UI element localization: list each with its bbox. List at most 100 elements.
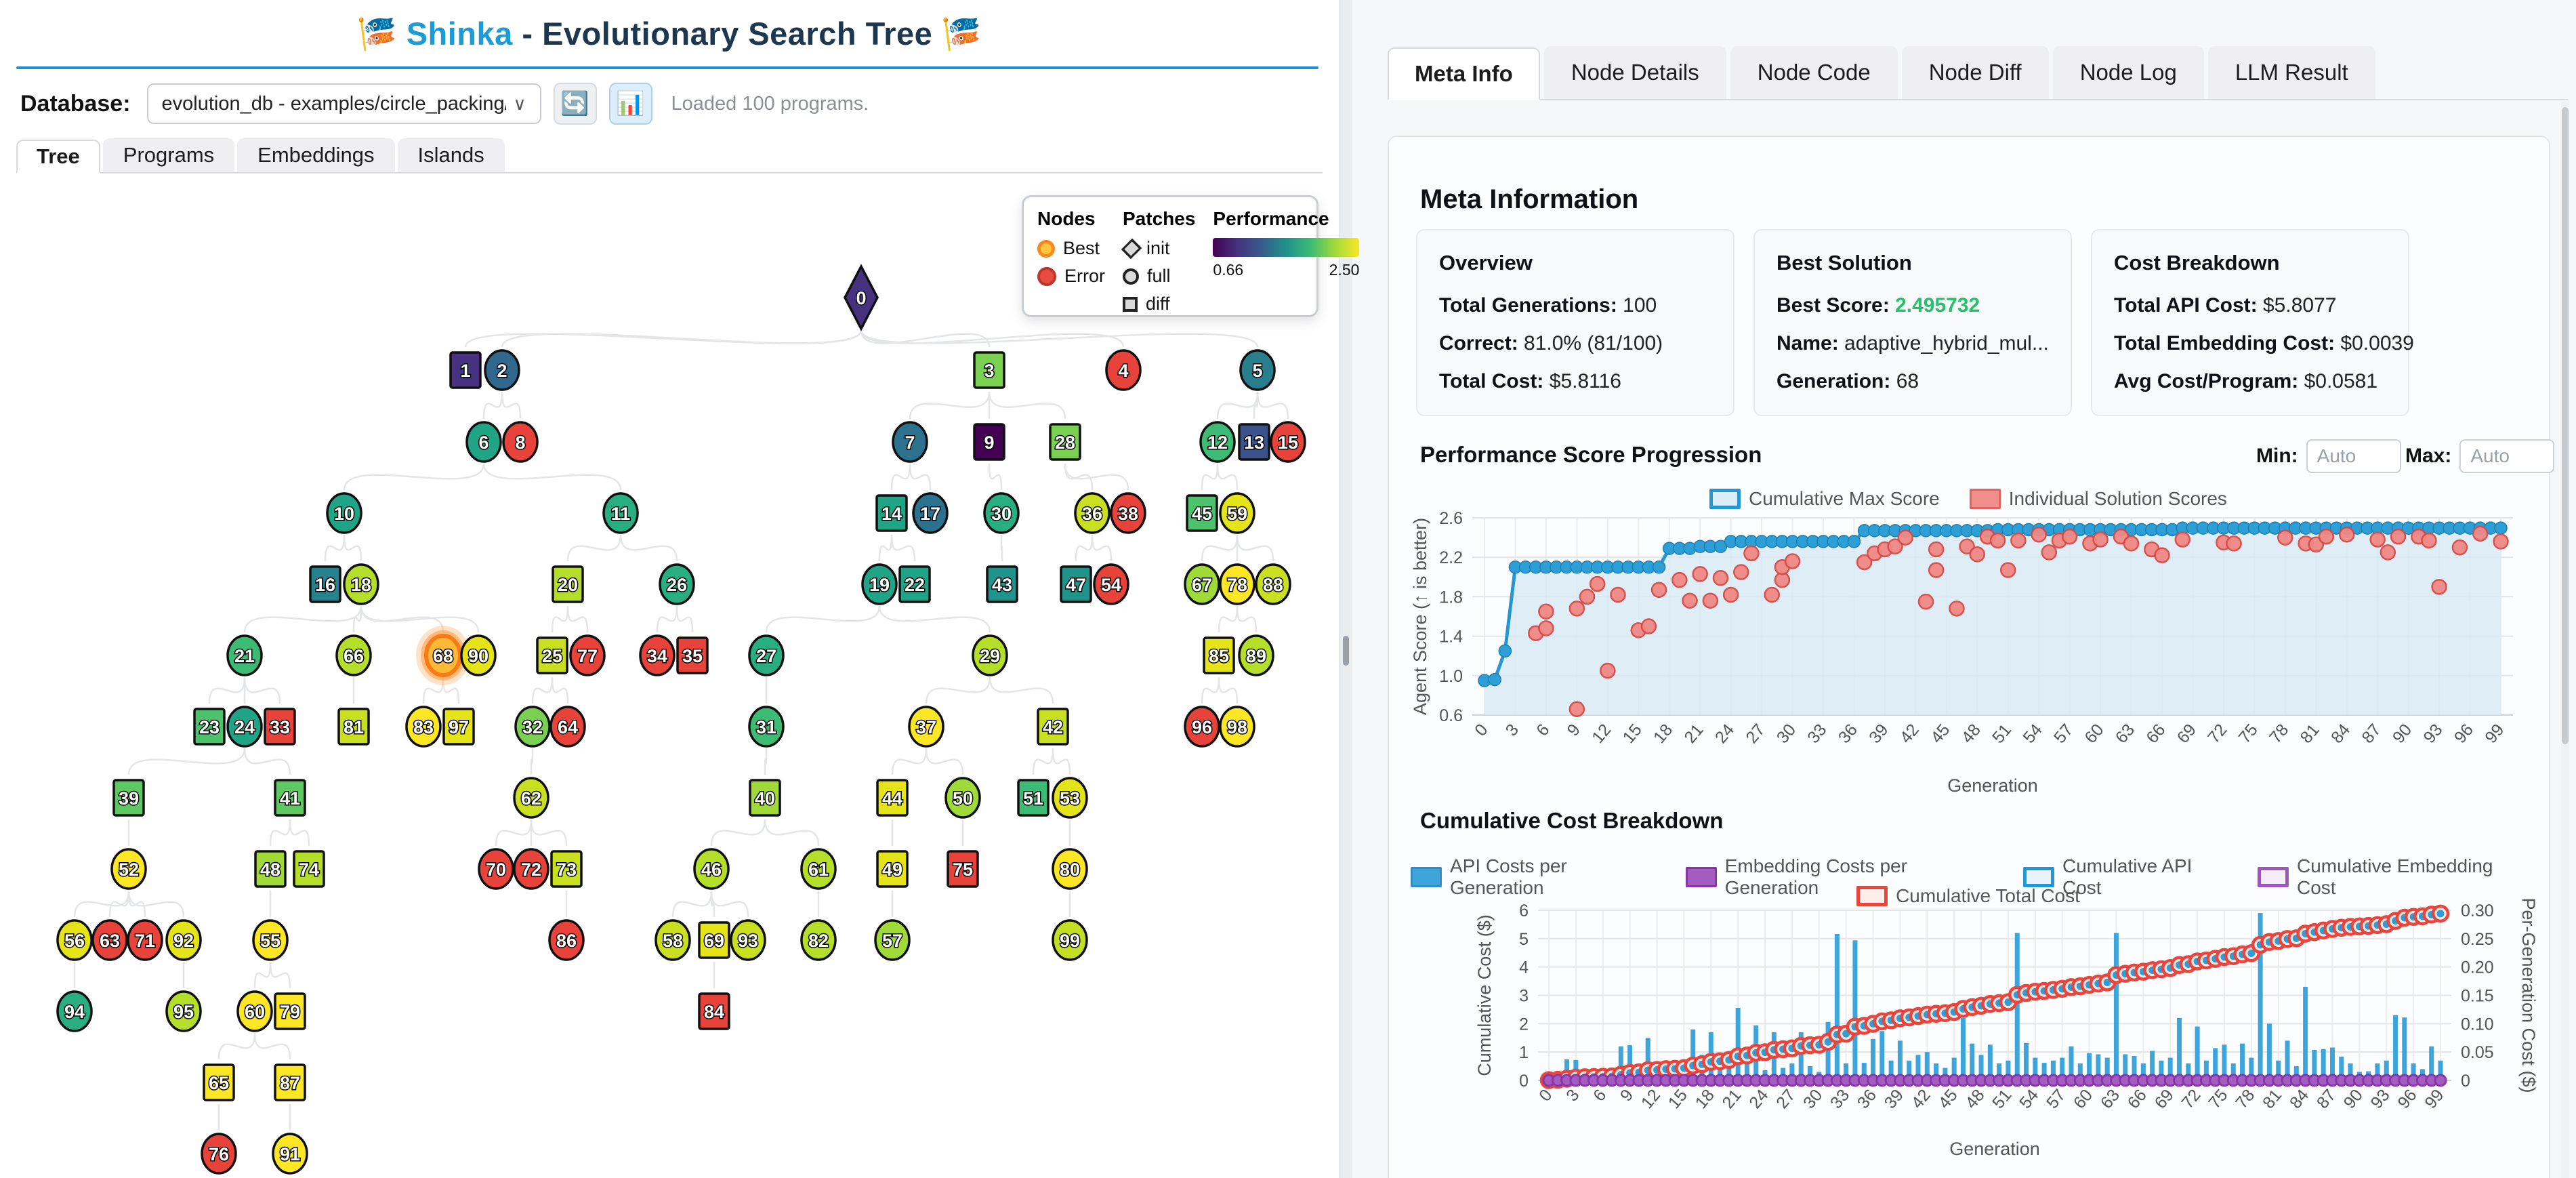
tree-node-87[interactable]: 87: [274, 1063, 306, 1101]
tab-node-diff[interactable]: Node Diff: [1901, 46, 2049, 99]
tree-node-67[interactable]: 67: [1184, 563, 1220, 605]
tree-node-94[interactable]: 94: [56, 990, 93, 1032]
tree-node-25[interactable]: 25: [536, 636, 568, 674]
tab-node-details[interactable]: Node Details: [1543, 46, 1726, 99]
tree-node-45[interactable]: 45: [1186, 494, 1218, 532]
tree-node-92[interactable]: 92: [165, 919, 202, 961]
tree-node-93[interactable]: 93: [730, 919, 766, 961]
tree-node-54[interactable]: 54: [1093, 563, 1129, 605]
tree-node-5[interactable]: 5: [1239, 349, 1276, 391]
tab-llm-result[interactable]: LLM Result: [2207, 46, 2375, 99]
tree-node-42[interactable]: 42: [1037, 708, 1069, 746]
tab-programs[interactable]: Programs: [102, 138, 235, 172]
tree-node-36[interactable]: 36: [1074, 492, 1110, 534]
tree-node-24[interactable]: 24: [226, 706, 263, 748]
tree-node-51[interactable]: 51: [1017, 779, 1050, 817]
tree-node-37[interactable]: 37: [908, 706, 944, 748]
tree-node-72[interactable]: 72: [513, 848, 549, 890]
tree-node-2[interactable]: 2: [484, 349, 520, 391]
tree-node-19[interactable]: 19: [861, 563, 898, 605]
tree-node-39[interactable]: 39: [112, 779, 145, 817]
tree-node-3[interactable]: 3: [973, 351, 1005, 389]
tree-node-97[interactable]: 97: [442, 708, 475, 746]
tree-node-44[interactable]: 44: [876, 779, 909, 817]
tree-node-86[interactable]: 86: [548, 919, 585, 961]
tree-node-56[interactable]: 56: [56, 919, 93, 961]
tree-node-79[interactable]: 79: [274, 992, 306, 1030]
tab-meta-info[interactable]: Meta Info: [1388, 47, 1540, 100]
tree-node-53[interactable]: 53: [1052, 777, 1088, 819]
tree-node-68[interactable]: 68: [416, 626, 470, 685]
tree-node-0[interactable]: 0: [844, 264, 879, 331]
tree-node-66[interactable]: 66: [335, 634, 372, 676]
refresh-button[interactable]: 🔄: [553, 83, 597, 125]
tree-node-71[interactable]: 71: [127, 919, 163, 961]
tree-node-59[interactable]: 59: [1219, 492, 1255, 534]
tree-node-64[interactable]: 64: [549, 706, 586, 748]
tree-node-9[interactable]: 9: [973, 423, 1005, 461]
tree-node-18[interactable]: 18: [343, 563, 379, 605]
tree-node-57[interactable]: 57: [874, 919, 911, 961]
panel-divider[interactable]: [1339, 0, 1352, 1178]
tree-node-49[interactable]: 49: [876, 850, 909, 888]
tree-node-46[interactable]: 46: [693, 848, 730, 890]
tree-node-33[interactable]: 33: [264, 708, 296, 746]
tree-node-35[interactable]: 35: [676, 636, 709, 674]
tree-node-50[interactable]: 50: [944, 777, 981, 819]
tree-node-13[interactable]: 13: [1238, 423, 1270, 461]
tree-node-78[interactable]: 78: [1219, 563, 1255, 605]
tab-islands[interactable]: Islands: [397, 138, 505, 172]
tree-node-48[interactable]: 48: [254, 850, 287, 888]
tree-node-84[interactable]: 84: [698, 992, 730, 1030]
tree-node-11[interactable]: 11: [602, 492, 639, 534]
tree-node-31[interactable]: 31: [748, 706, 785, 748]
tree-node-76[interactable]: 76: [201, 1133, 237, 1175]
tree-node-55[interactable]: 55: [252, 919, 289, 961]
tree-node-40[interactable]: 40: [749, 779, 781, 817]
tree-node-99[interactable]: 99: [1052, 919, 1088, 961]
tab-embeddings[interactable]: Embeddings: [237, 138, 395, 172]
stats-button[interactable]: 📊: [608, 83, 652, 125]
tree-node-77[interactable]: 77: [569, 634, 606, 676]
tree-node-10[interactable]: 10: [326, 492, 362, 534]
tree-node-38[interactable]: 38: [1110, 492, 1146, 534]
tree-node-7[interactable]: 7: [892, 421, 928, 463]
tree-node-22[interactable]: 22: [898, 565, 931, 603]
tree-node-83[interactable]: 83: [405, 706, 442, 748]
tree-node-16[interactable]: 16: [309, 565, 341, 603]
tree-node-96[interactable]: 96: [1184, 706, 1220, 748]
tree-node-91[interactable]: 91: [272, 1133, 308, 1175]
tree-node-61[interactable]: 61: [800, 848, 837, 890]
right-scrollbar-thumb[interactable]: [2562, 107, 2569, 744]
tree-node-62[interactable]: 62: [513, 777, 549, 819]
tree-node-34[interactable]: 34: [639, 634, 676, 676]
tree-node-75[interactable]: 75: [947, 850, 979, 888]
tree-node-63[interactable]: 63: [91, 919, 128, 961]
tree-node-95[interactable]: 95: [165, 990, 202, 1032]
tree-node-52[interactable]: 52: [110, 848, 147, 890]
score-max-input[interactable]: [2459, 439, 2555, 473]
tree-node-29[interactable]: 29: [972, 634, 1008, 676]
tree-node-14[interactable]: 14: [875, 494, 908, 532]
tree-node-41[interactable]: 41: [274, 779, 306, 817]
tree-node-98[interactable]: 98: [1219, 706, 1255, 748]
tree-node-69[interactable]: 69: [698, 921, 730, 959]
panel-scrollbar-thumb[interactable]: [1343, 636, 1349, 666]
tree-node-73[interactable]: 73: [550, 850, 583, 888]
tree-node-21[interactable]: 21: [226, 634, 263, 676]
tree-node-26[interactable]: 26: [659, 563, 695, 605]
tree-node-20[interactable]: 20: [552, 565, 584, 603]
tree-node-65[interactable]: 65: [203, 1063, 235, 1101]
tree-node-8[interactable]: 8: [502, 421, 539, 463]
tree-node-90[interactable]: 90: [460, 634, 497, 676]
tab-node-code[interactable]: Node Code: [1730, 46, 1898, 99]
tree-node-74[interactable]: 74: [293, 850, 325, 888]
tree-node-80[interactable]: 80: [1052, 848, 1088, 890]
tree-node-82[interactable]: 82: [800, 919, 837, 961]
tree-node-6[interactable]: 6: [465, 421, 502, 463]
tree-node-28[interactable]: 28: [1049, 423, 1081, 461]
tree-node-1[interactable]: 1: [449, 351, 482, 389]
tree-node-15[interactable]: 15: [1270, 421, 1306, 463]
tree-node-85[interactable]: 85: [1203, 636, 1235, 674]
